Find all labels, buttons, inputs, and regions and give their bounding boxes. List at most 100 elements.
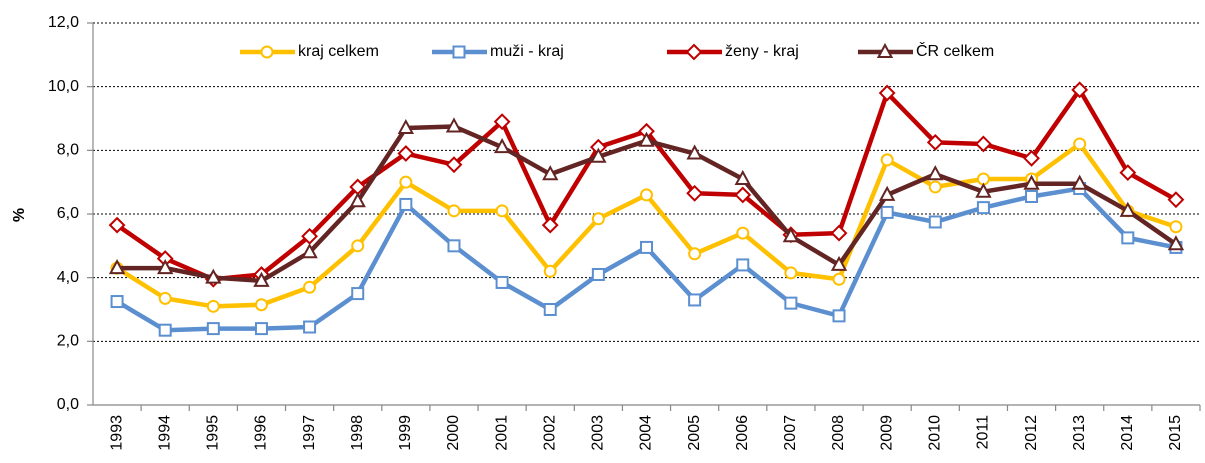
series-line <box>115 141 1177 309</box>
marker <box>495 275 509 289</box>
x-tick-label: 1995 <box>205 415 222 451</box>
x-tick-label: 2015 <box>1167 415 1184 451</box>
x-tick-label: 2008 <box>830 415 847 451</box>
x-tick-label: 2010 <box>927 415 944 451</box>
series-line <box>115 186 1177 333</box>
legend-marker <box>876 42 894 58</box>
marker <box>975 182 992 198</box>
marker <box>543 264 557 278</box>
legend-label: kraj celkem <box>298 43 379 60</box>
marker <box>253 271 270 287</box>
marker <box>447 239 461 253</box>
marker <box>351 287 365 301</box>
marker <box>110 295 124 309</box>
marker <box>397 118 415 135</box>
x-tick-label: 2013 <box>1071 415 1088 451</box>
marker <box>878 84 896 102</box>
marker <box>591 267 605 281</box>
y-tick-label: 10,0 <box>48 78 79 95</box>
marker <box>205 268 222 284</box>
legend-marker <box>685 43 703 61</box>
x-tick-label: 2005 <box>686 415 703 451</box>
marker <box>1073 137 1087 151</box>
marker <box>445 156 463 174</box>
marker <box>976 201 990 215</box>
marker <box>734 169 751 185</box>
marker <box>493 138 511 154</box>
marker <box>640 240 653 254</box>
marker <box>880 205 894 219</box>
marker <box>1071 81 1089 99</box>
x-tick-label: 1993 <box>108 415 125 451</box>
marker <box>590 147 607 163</box>
marker <box>157 259 174 275</box>
marker <box>736 226 750 240</box>
marker <box>206 322 220 336</box>
y-tick-label: 6,0 <box>57 205 79 222</box>
marker <box>495 204 509 218</box>
marker <box>782 227 800 243</box>
x-tick-label: 1996 <box>253 415 270 451</box>
y-tick-label: 4,0 <box>57 269 79 286</box>
x-tick-label: 2002 <box>541 415 558 451</box>
marker <box>303 320 317 334</box>
x-tick-label: 2003 <box>590 415 607 451</box>
x-tick-label: 2012 <box>1023 415 1040 451</box>
marker <box>543 303 557 316</box>
marker <box>591 212 605 226</box>
marker <box>832 309 846 323</box>
legend-label: ČR celkem <box>916 41 994 60</box>
x-tick-label: 1998 <box>349 415 366 451</box>
x-tick-label: 1994 <box>156 415 173 451</box>
marker <box>832 272 846 286</box>
x-tick-label: 2000 <box>445 415 462 451</box>
marker <box>736 258 750 272</box>
marker <box>303 280 317 294</box>
marker <box>686 184 704 202</box>
marker <box>1119 201 1136 217</box>
x-tick-label: 2007 <box>782 415 799 451</box>
marker <box>784 296 798 310</box>
marker <box>1023 149 1040 167</box>
marker <box>688 293 702 307</box>
marker <box>301 243 318 259</box>
marker <box>928 215 942 229</box>
marker <box>447 204 461 218</box>
x-tick-label: 1997 <box>301 415 318 451</box>
marker <box>351 239 365 253</box>
x-tick-label: 1999 <box>397 415 414 451</box>
marker <box>399 175 413 189</box>
marker <box>1169 220 1183 234</box>
marker <box>158 291 172 305</box>
marker <box>1119 164 1137 182</box>
marker <box>926 133 944 151</box>
marker <box>254 322 268 336</box>
marker <box>542 165 559 181</box>
marker <box>1167 191 1185 209</box>
legend-marker <box>452 45 466 59</box>
marker <box>686 144 703 160</box>
x-tick-label: 2006 <box>734 415 751 451</box>
marker <box>638 131 655 147</box>
marker <box>1025 189 1039 203</box>
marker <box>734 186 752 204</box>
legend-marker <box>260 45 274 59</box>
marker <box>1121 231 1135 245</box>
marker <box>206 299 220 313</box>
x-tick-label: 2011 <box>975 415 992 450</box>
marker <box>640 188 653 202</box>
marker <box>493 113 511 131</box>
marker <box>158 323 172 337</box>
marker <box>784 266 798 280</box>
marker <box>927 165 944 181</box>
legend-label: ženy - kraj <box>725 43 799 60</box>
marker <box>830 255 848 271</box>
marker <box>399 197 413 211</box>
legend-label: muži - kraj <box>490 43 564 60</box>
y-tick-label: 2,0 <box>57 333 79 350</box>
marker <box>108 216 126 234</box>
marker <box>974 135 992 153</box>
marker <box>541 216 559 234</box>
series-line <box>117 124 1178 284</box>
